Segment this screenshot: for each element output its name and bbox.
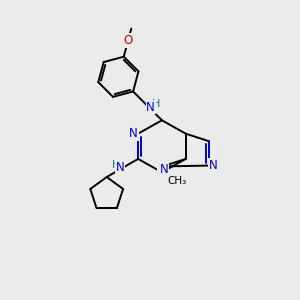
Text: H: H [111, 160, 120, 170]
Text: N: N [129, 127, 138, 140]
Text: H: H [152, 99, 161, 109]
Text: N: N [209, 159, 218, 172]
Text: CH₃: CH₃ [168, 176, 187, 186]
Text: N: N [116, 161, 124, 174]
Text: N: N [158, 167, 166, 180]
Text: N: N [146, 101, 155, 114]
Text: O: O [124, 34, 133, 47]
Text: N: N [160, 163, 168, 176]
